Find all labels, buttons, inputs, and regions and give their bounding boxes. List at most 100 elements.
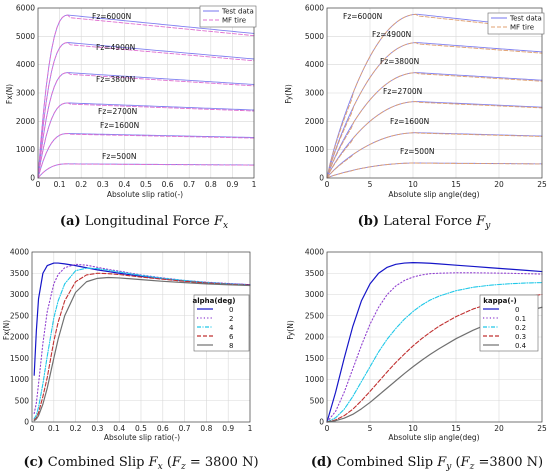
panel-a: 0 1000 2000 3000 4000 5000 6000 0 0.1 0.2 0.3 0.4 0.…: [5, 4, 257, 232]
panel-b-annotation-3: Fz=2700N: [383, 87, 422, 96]
panel-a-caption-var: F: [213, 214, 224, 229]
panel-d-y-tick-label: 3500: [305, 269, 324, 278]
panel-b-y-tick-label: 2000: [305, 117, 324, 126]
panel-b-axes-frame: [326, 7, 543, 179]
panel-a-mf-tire-curve-3: [37, 102, 255, 179]
panel-c-caption-sub: x: [158, 462, 163, 472]
panel-a-x-tick-label: 0: [36, 180, 41, 189]
panel-a-y-tick-label: 3000: [16, 89, 35, 98]
panel-d-caption-paren: (: [456, 455, 461, 470]
panel-c-x-tick-label: 0.1: [48, 424, 60, 433]
panel-b-caption-var: F: [475, 214, 486, 229]
panel-d-legend-label-3: 0.3: [515, 333, 526, 341]
panel-c-y-tick-label: 3500: [10, 269, 29, 278]
panel-b-y-tick-label: 1000: [305, 145, 324, 154]
panel-d-series-0-3-line: [326, 293, 543, 423]
panel-d-series-0-2-line: [326, 282, 543, 423]
panel-a-test-data-curve-0: [37, 14, 255, 179]
panel-d-caption-prefix: (d): [311, 455, 332, 470]
panel-b-mf-tire-curve-5: [326, 162, 543, 179]
panel-a-x-tick-label: 0.4: [118, 180, 130, 189]
panel-b-x-tick-label: 15: [451, 180, 461, 189]
panel-c-series-8-line: [33, 276, 251, 422]
panel-a-y-tick-label: 4000: [16, 60, 35, 69]
panel-c-x-tick-label: 0.8: [200, 424, 212, 433]
panel-b-caption-text: Lateral Force: [383, 214, 472, 229]
panel-b-mf-tire-curve-3: [326, 101, 543, 179]
panel-c-ylabel: Fx(N): [2, 320, 11, 340]
panel-c-y-tick-label: 4000: [10, 248, 29, 257]
panel-c-legend-label-2: 4: [229, 324, 234, 332]
panel-b-x-tick-label: 0: [325, 180, 330, 189]
panel-d-legend-label-4: 0.4: [515, 342, 527, 350]
panel-d-legend-label-2: 0.2: [515, 324, 526, 332]
panel-a-mf-tire-curve-1: [37, 42, 255, 179]
panel-d-x-tick-label: 20: [494, 424, 504, 433]
panel-c-x-tick-label: 1: [248, 424, 253, 433]
panel-d-legend-title: kappa(-): [483, 297, 516, 305]
panel-c-caption-paren: (: [167, 455, 172, 470]
panel-c-x-tick-label: 0.4: [113, 424, 125, 433]
panel-d-y-tick-label: 3000: [305, 290, 324, 299]
panel-b-xlabel: Absolute slip angle(deg): [388, 190, 479, 199]
panel-d-y-tick-label: 4000: [305, 248, 324, 257]
panel-b-y-tick-label: 3000: [305, 89, 324, 98]
panel-c-legend-label-1: 2: [229, 315, 233, 323]
panel-b-caption-sub: y: [484, 221, 491, 231]
panel-a-annotation-5: Fz=500N: [102, 152, 136, 161]
panel-d-y-tick-label: 1500: [305, 354, 324, 363]
panel-a-y-tick-label: 1000: [16, 145, 35, 154]
panel-c-y-tick-label: 0: [24, 418, 29, 427]
panel-c-y-tick-label: 2000: [10, 333, 29, 342]
panel-d-axes-frame: [326, 251, 543, 423]
panel-c-x-tick-label: 0.6: [157, 424, 169, 433]
panel-b-annotation-5: Fz=500N: [400, 147, 434, 156]
panel-a-test-data-curve-3: [37, 102, 255, 179]
panel-d-caption-var: F: [436, 455, 447, 470]
panel-c-legend-label-4: 8: [229, 342, 233, 350]
panel-c-caption-var2: F: [171, 455, 182, 470]
panel-a-annotation-3: Fz=2700N: [98, 107, 137, 116]
panel-b-x-tick-label: 10: [408, 180, 418, 189]
panel-d-plot: 0 500 1000 1500 2000 2500 3000 3500 4000 0 5 10 15 20…: [305, 248, 547, 434]
panel-d-caption-eq: =3800 N): [479, 455, 544, 470]
panel-d-caption: (d) Combined Slip Fy (Fz =3800 N): [311, 455, 543, 472]
panel-c-x-tick-label: 0.3: [91, 424, 103, 433]
panel-a-test-data-curve-4: [37, 133, 255, 179]
panel-c-x-tick-label: 0.5: [135, 424, 147, 433]
panel-b-caption-prefix: (b): [358, 214, 379, 229]
panel-a-ylabel: Fx(N): [5, 84, 14, 104]
panel-d-ylabel: Fy(N): [286, 320, 295, 340]
panel-d-caption-var2: F: [460, 455, 471, 470]
panel-c-x-tick-label: 0.7: [179, 424, 191, 433]
panel-b-ylabel: Fy(N): [284, 84, 293, 104]
panel-c-x-tick-label: 0.2: [70, 424, 82, 433]
panel-b-x-tick-label: 20: [494, 180, 504, 189]
panel-c-caption-eq: = 3800 N): [190, 455, 259, 470]
panel-a-caption-sub: x: [223, 221, 228, 231]
panel-b-mf-tire-curve-1: [326, 42, 543, 179]
panel-c-x-tick-label: 0: [30, 424, 35, 433]
panel-c-plot: 0 500 1000 1500 2000 2500 3000 3500 4000 0 0.1 0.2 0…: [10, 248, 253, 434]
panel-d-caption-sub2: z: [469, 462, 475, 472]
panel-c-caption-prefix: (c): [23, 455, 43, 470]
panel-c-legend-box: [193, 294, 250, 352]
panel-a-annotation-2: Fz=3800N: [96, 75, 135, 84]
panel-d-caption-sub: y: [445, 462, 452, 472]
panel-d-series-0-1-line: [326, 272, 543, 423]
panel-a-x-tick-label: 0.3: [97, 180, 109, 189]
panel-c-y-tick-label: 3000: [10, 290, 29, 299]
panel-c: 0 500 1000 1500 2000 2500 3000 3500 4000 0 0.1 0.2 0…: [2, 248, 259, 473]
panel-d: 0 500 1000 1500 2000 2500 3000 3500 4000 0 5 10 15 20…: [286, 248, 547, 473]
panel-a-caption: (a) Longitudinal Force Fx: [60, 214, 228, 231]
panel-a-test-data-curve-5: [37, 163, 255, 179]
panel-a-x-tick-label: 0.5: [140, 180, 152, 189]
panel-a-caption-text: Longitudinal Force: [85, 214, 210, 229]
panel-b-annotation-2: Fz=3800N: [380, 57, 419, 66]
panel-d-xlabel: Absolute slip angle(deg): [388, 433, 479, 442]
panel-c-caption-var: F: [148, 455, 159, 470]
panel-b-mf-tire-curve-4: [326, 132, 543, 179]
panel-c-caption-sub2: z: [180, 462, 186, 472]
panel-a-annotation-0: Fz=6000N: [92, 12, 131, 21]
panel-d-caption-text: Combined Slip: [336, 455, 433, 470]
